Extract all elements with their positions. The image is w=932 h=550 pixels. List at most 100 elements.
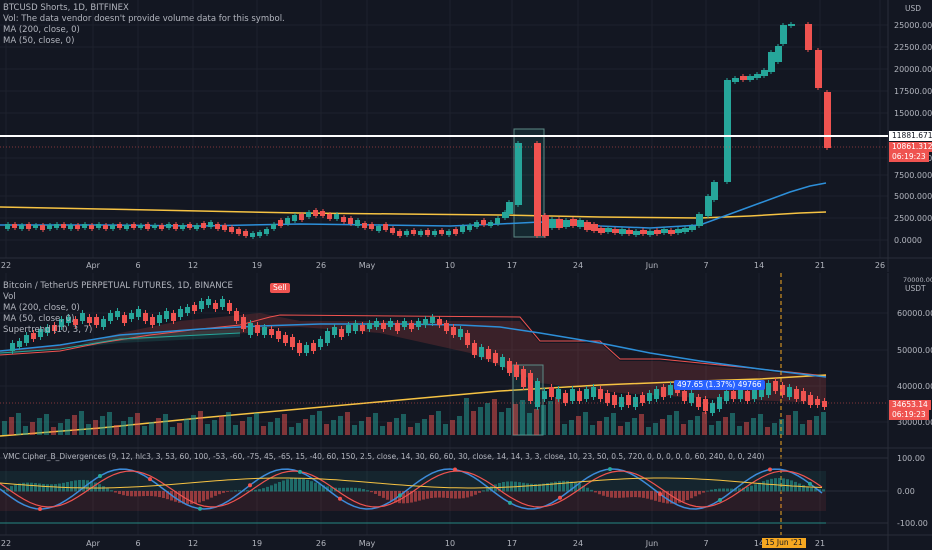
bottom-candle-body — [416, 321, 421, 327]
candle-body — [54, 224, 59, 228]
osc-signal-dot — [718, 497, 722, 502]
candle-body — [229, 227, 234, 232]
osc-mf-bar — [386, 491, 389, 500]
volume-bar — [275, 418, 280, 435]
bottom-candle-body — [598, 389, 603, 399]
bottom-candle-body — [325, 331, 330, 343]
candle-body — [306, 212, 311, 217]
osc-mf-bar — [18, 483, 21, 492]
candle-body — [145, 224, 150, 229]
volume-bar — [114, 425, 119, 435]
bottom-candle-body — [640, 395, 645, 403]
osc-mf-bar — [234, 490, 237, 492]
bottom-chart-pane[interactable]: 60000.00 50000.00 40000.00 30000.00 22 Apr 6 12… — [0, 273, 932, 550]
bottom-candle-body — [570, 389, 575, 401]
volume-bar — [408, 427, 413, 435]
osc-mf-bar — [642, 491, 645, 498]
bottom-date-tick: 12 — [188, 539, 198, 548]
volume-bar — [72, 415, 77, 435]
osc-pos-zone — [0, 471, 826, 491]
bottom-chart-canvas[interactable]: 60000.00 50000.00 40000.00 30000.00 22 Apr 6 12… — [0, 273, 932, 550]
top-price-tick: 7500.0000 — [894, 171, 932, 180]
bottom-candle-body — [549, 387, 554, 397]
rsi-line — [0, 477, 823, 489]
bottom-candle-body — [647, 393, 652, 401]
bottom-candle-body — [409, 323, 414, 329]
measure-tooltip: 497.65 (1.37%) 49766 — [674, 380, 765, 390]
osc-mf-bar — [646, 491, 649, 499]
candle-body — [250, 233, 255, 237]
candle-body — [506, 202, 513, 214]
osc-mf-bar — [86, 480, 89, 492]
osc-mf-bar — [146, 491, 149, 496]
volume-bar — [401, 414, 406, 435]
bottom-date-tick: 14 — [754, 539, 764, 548]
candle-body — [236, 229, 241, 234]
osc-mf-bar — [294, 478, 297, 492]
osc-mf-bar — [354, 487, 357, 492]
osc-signal-dot — [658, 491, 662, 496]
bottom-candle-body — [374, 321, 379, 327]
volume-bar — [142, 426, 147, 435]
candle-body — [481, 220, 486, 225]
volume-bar — [44, 414, 49, 435]
candle-body — [754, 74, 761, 78]
candle-body — [474, 222, 479, 227]
candle-body — [705, 196, 712, 216]
bottom-date-tick: 7 — [703, 539, 708, 548]
candle-body — [124, 225, 129, 229]
osc-mf-bar — [342, 487, 345, 492]
bottom-candle-body — [689, 393, 694, 403]
top-chart-canvas[interactable]: 25000.0000 22500.0000 20000.0000 17500.0000… — [0, 0, 932, 272]
osc-mf-bar — [418, 491, 421, 501]
bottom-candle-body — [297, 343, 302, 353]
osc-signal-dot — [453, 467, 457, 472]
bottom-candle-body — [654, 389, 659, 399]
bottom-vol-label: Vol — [3, 292, 16, 302]
volume-bar — [65, 419, 70, 435]
top-date-tick: 17 — [507, 261, 517, 270]
volume-bar — [632, 418, 637, 435]
osc-mf-bar — [626, 491, 629, 498]
osc-mf-bar — [254, 489, 257, 492]
volume-bar — [800, 424, 805, 435]
bottom-candle-body — [451, 327, 456, 335]
supertrend-up-line — [0, 332, 241, 354]
bottom-candle-body — [626, 395, 631, 405]
osc-mf-bar — [246, 490, 249, 492]
bottom-candle-body — [633, 397, 638, 407]
volume-bar — [58, 423, 63, 435]
candle-body — [460, 226, 465, 232]
bottom-price-tick: 30000.00 — [897, 418, 932, 427]
top-date-tick: 26 — [875, 261, 885, 270]
candle-body — [467, 225, 472, 230]
top-last-price-badge: 10861.3124 — [889, 142, 932, 152]
top-chart-pane[interactable]: 25000.0000 22500.0000 20000.0000 17500.0000… — [0, 0, 932, 272]
top-price-tick: 22500.0000 — [894, 43, 932, 52]
osc-mf-bar — [422, 491, 425, 500]
bottom-candle-body — [395, 323, 400, 331]
bottom-candle-body — [220, 299, 225, 307]
bottom-candle-body — [304, 345, 309, 353]
bottom-candle-body — [381, 323, 386, 329]
candle-body — [26, 224, 31, 229]
volume-bar — [758, 414, 763, 435]
osc-mf-bar — [606, 491, 609, 497]
bottom-candle-body — [80, 313, 85, 321]
volume-bar — [569, 420, 574, 435]
osc-mf-bar — [750, 485, 753, 492]
bottom-candle-body — [269, 329, 274, 335]
osc-mf-bar — [462, 491, 465, 499]
volume-bar — [37, 418, 42, 435]
volume-bar — [527, 413, 532, 435]
osc-mf-bar — [598, 491, 601, 495]
supertrend-label: Supertrend (10, 3, 7) — [3, 325, 93, 335]
volume-bar — [205, 424, 210, 435]
bottom-candle-body — [38, 329, 43, 337]
bottom-last-price-badge: 34653.14 — [889, 400, 931, 410]
candle-body — [5, 224, 10, 229]
osc-mf-bar — [746, 486, 749, 492]
candle-body — [724, 80, 731, 182]
osc-signal-dot — [248, 483, 252, 488]
bottom-candle-body — [787, 387, 792, 397]
